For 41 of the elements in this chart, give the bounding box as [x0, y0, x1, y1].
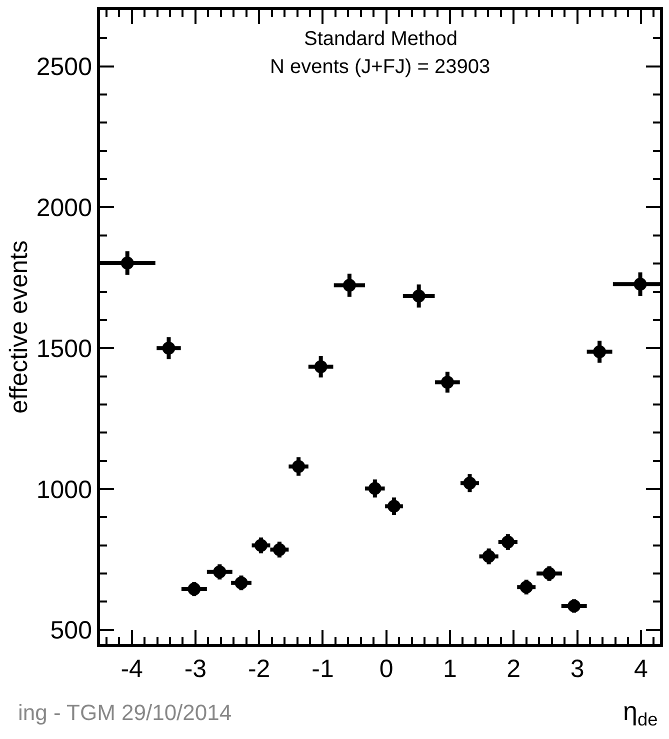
point	[292, 460, 306, 473]
x-tick-label: 0	[379, 655, 394, 683]
y-tick-label: 500	[50, 616, 92, 645]
point	[388, 500, 400, 513]
y-tick-label: 2500	[36, 53, 92, 82]
point	[520, 580, 533, 594]
point	[368, 482, 382, 495]
point	[482, 550, 496, 563]
x-tick-label: -4	[120, 655, 144, 683]
x-tick-label: -3	[184, 655, 207, 683]
point	[342, 278, 356, 292]
x-tick-label: -2	[248, 655, 270, 683]
point	[568, 599, 581, 612]
annotation: N events (J+FJ) = 23903	[270, 56, 490, 78]
point	[314, 360, 328, 374]
x-tick-label: 2	[506, 655, 521, 683]
point	[542, 567, 556, 580]
annotation: Standard Method	[304, 28, 458, 50]
y-tick-label: 1500	[36, 334, 92, 363]
text: ing - TGM 29/10/2014	[18, 700, 232, 725]
x-tick-label: -1	[312, 655, 334, 683]
point	[272, 543, 286, 556]
y-tick-label: 2000	[36, 194, 92, 222]
point	[162, 342, 176, 355]
x-tick-label: 4	[634, 655, 648, 683]
point	[593, 345, 606, 358]
x-tick-label: 1	[443, 655, 457, 683]
point	[634, 278, 647, 291]
x-axis-title: η$_{de}$	[623, 696, 658, 730]
point	[463, 476, 476, 490]
y-axis-title: effective events	[5, 240, 34, 414]
point	[120, 256, 134, 270]
point	[188, 582, 201, 596]
point	[254, 538, 268, 552]
point	[234, 576, 248, 590]
x-tick-label: 3	[570, 655, 584, 683]
y-tick-label: 1000	[36, 476, 92, 504]
point	[213, 565, 226, 578]
point	[412, 290, 426, 302]
point	[440, 376, 454, 389]
point	[501, 536, 514, 548]
